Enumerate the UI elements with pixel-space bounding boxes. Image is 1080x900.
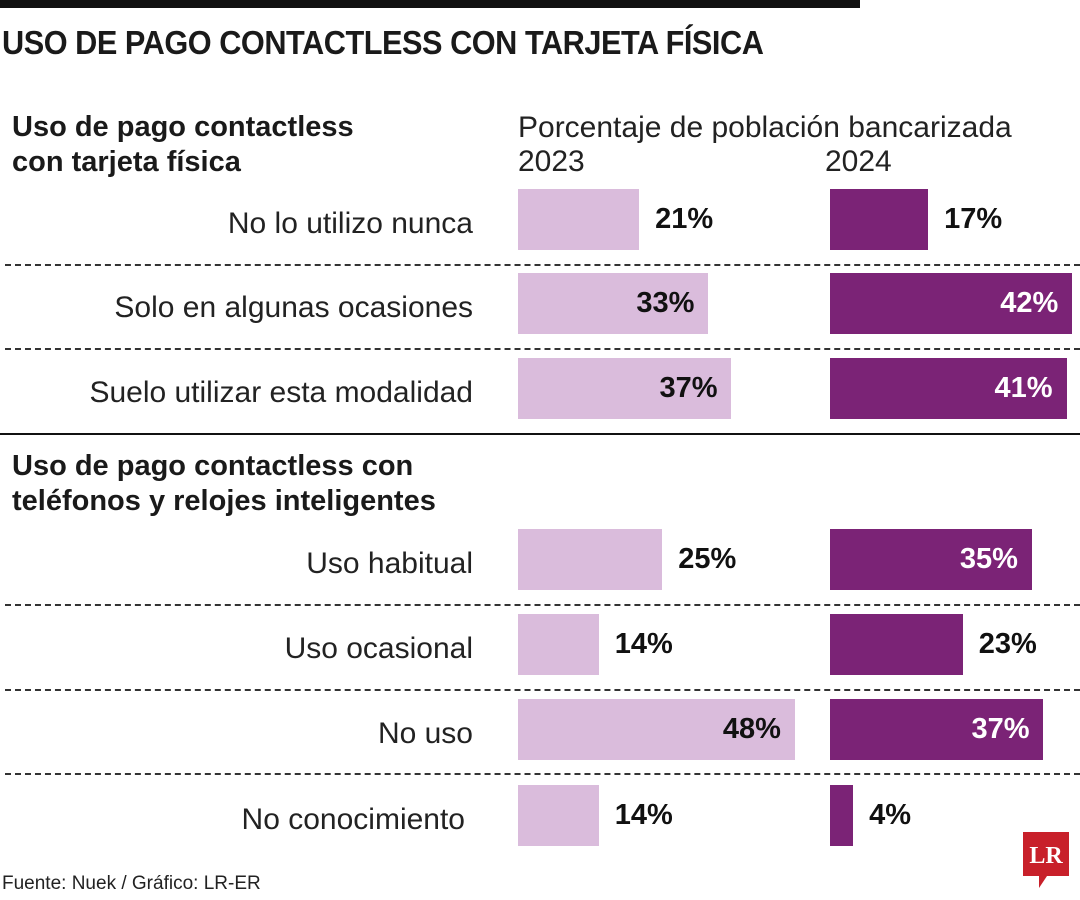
section-divider [0,433,1080,435]
top-rule [0,0,860,8]
row-divider [5,348,1080,350]
data-label-2023: 25% [678,543,737,575]
bar-2024 [830,699,1044,760]
section-title-devices: Uso de pago contactless con teléfonos y … [12,450,436,517]
bar-2023 [518,699,795,760]
data-label-2024: 41% [994,372,1053,404]
data-label-2023: 14% [614,628,673,660]
category-label: No uso [377,717,473,750]
page-title: USO DE PAGO CONTACTLESS CON TARJETA FÍSI… [2,24,764,61]
category-label: Uso habitual [306,547,473,580]
bar-2024 [830,273,1073,334]
data-label-2024: 23% [978,628,1037,660]
chart-subtitle: Porcentaje de población bancarizada [518,111,1012,144]
bar-2023 [518,189,640,250]
bar-2023 [518,529,663,590]
row-divider [5,604,1080,606]
bar-2024 [830,529,1032,590]
bar-2024 [830,189,929,250]
row-divider [5,689,1080,691]
bar-2023 [518,785,599,846]
year-label-2024: 2024 [825,145,892,178]
data-label-2023: 14% [614,799,673,831]
data-label-2024: 37% [971,713,1030,745]
data-label-2023: 21% [655,203,714,235]
data-label-2024: 42% [1000,287,1059,319]
data-label-2023: 37% [659,372,718,404]
bar-2024 [830,358,1067,419]
category-label: No conocimiento [241,803,465,836]
data-label-2024: 35% [959,543,1018,575]
data-label-2024: 17% [944,203,1003,235]
bar-2023 [518,273,709,334]
row-divider [5,773,1080,775]
lr-logo: LR [1023,832,1069,895]
section-title-card: Uso de pago contactless con tarjeta físi… [12,111,354,178]
svg-text:LR: LR [1029,843,1063,869]
data-label-2023: 48% [722,713,781,745]
category-label: Suelo utilizar esta modalidad [89,376,473,409]
category-label: Solo en algunas ocasiones [114,291,473,324]
source-note: Fuente: Nuek / Gráfico: LR-ER [2,873,261,894]
category-label: Uso ocasional [284,632,473,665]
bar-2024 [830,785,854,846]
category-label: No lo utilizo nunca [227,207,473,240]
data-label-2023: 33% [636,287,695,319]
data-label-2024: 4% [869,799,911,831]
year-label-2023: 2023 [518,145,585,178]
bar-2024 [830,614,963,675]
bar-2023 [518,358,732,419]
row-divider [5,264,1080,266]
bar-2023 [518,614,599,675]
